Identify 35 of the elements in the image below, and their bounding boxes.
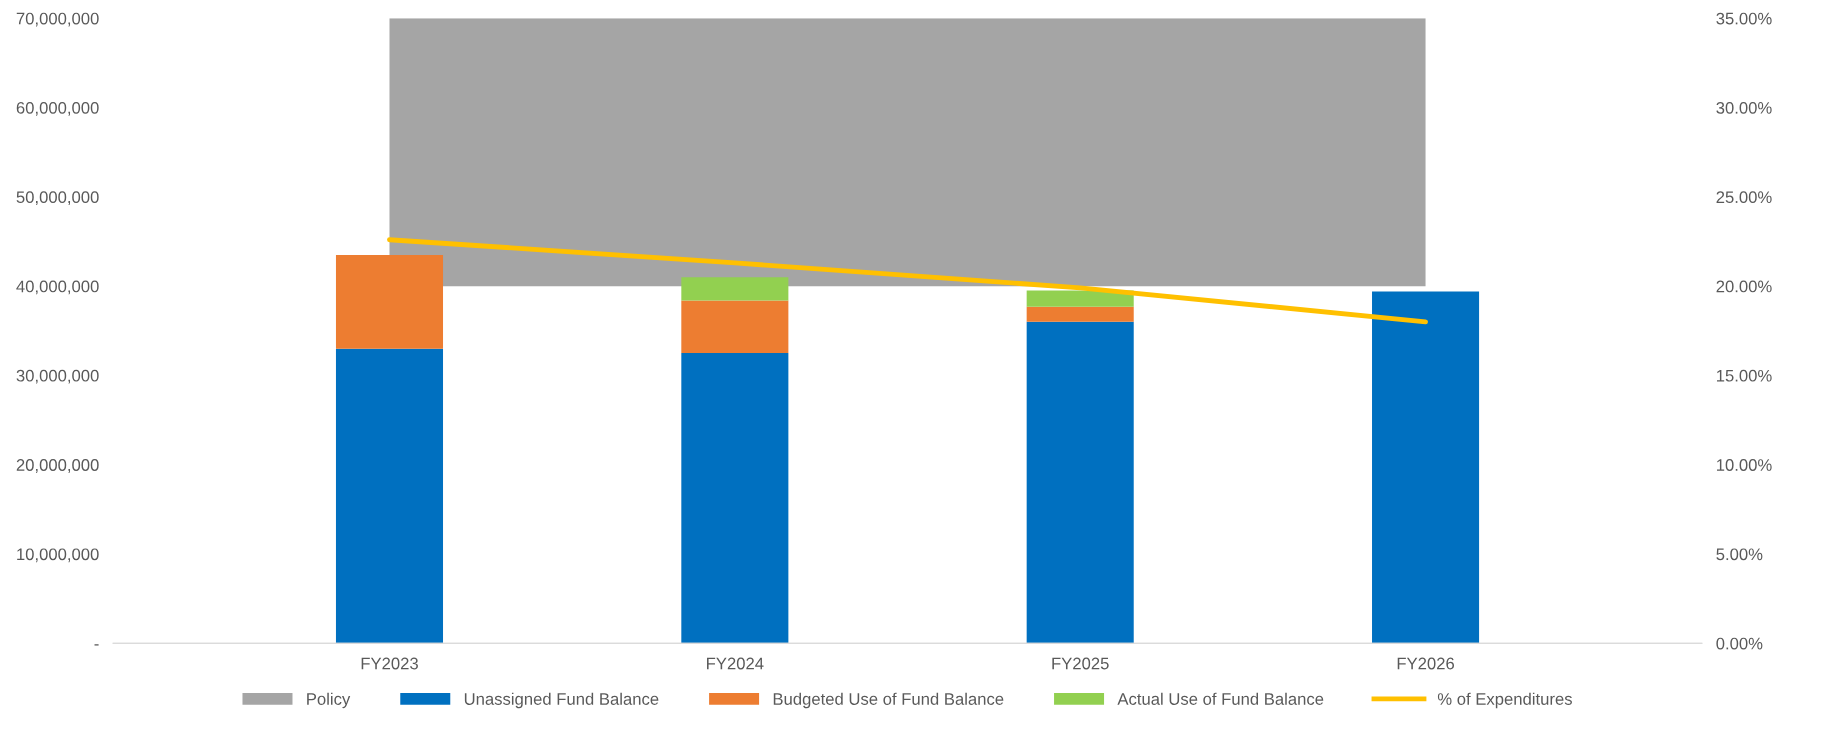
bar	[335, 348, 444, 644]
y2-tick-label: 10.00%	[1716, 459, 1772, 471]
y2-tick-label: 30.00%	[1716, 101, 1772, 114]
y2-tick-label: 15.00%	[1716, 369, 1772, 382]
y-tick-label: -	[94, 644, 99, 646]
bar	[1026, 321, 1134, 644]
line-series	[387, 237, 1428, 325]
y2-tick-label: 5.00%	[1716, 548, 1763, 561]
y2-tick-label: 35.00%	[1716, 12, 1772, 25]
y-tick-label: 50,000,000	[16, 191, 99, 206]
legend-label: Actual Use of Fund Balance	[1117, 692, 1324, 705]
bar	[1026, 306, 1134, 322]
legend-label: Budgeted Use of Fund Balance	[773, 692, 1004, 709]
bar	[681, 277, 789, 301]
bar	[335, 254, 444, 349]
y-tick-label: 20,000,000	[16, 459, 99, 473]
legend-label: Unassigned Fund Balance	[464, 692, 659, 709]
y-tick-label: 40,000,000	[16, 280, 99, 295]
legend-label: % of Expenditures	[1437, 692, 1572, 709]
y-tick-label: 30,000,000	[16, 369, 99, 384]
y2-tick-label: 0.00%	[1716, 637, 1763, 650]
x-tick-label: FY2024	[707, 657, 764, 670]
y2-tick-label: 25.00%	[1716, 191, 1772, 204]
y2-tick-label: 20.00%	[1716, 280, 1772, 293]
x-tick-label: FY2026	[1397, 657, 1455, 670]
bar	[1026, 290, 1134, 307]
y-tick-label: 60,000,000	[16, 101, 99, 116]
x-tick-label: FY2023	[361, 657, 418, 670]
bar	[1372, 291, 1480, 644]
legend-label: Policy	[307, 692, 351, 709]
bar	[681, 353, 789, 644]
y-tick-label: 70,000,000	[16, 12, 99, 27]
y-tick-label: 10,000,000	[17, 548, 99, 563]
x-tick-label: FY2025	[1052, 657, 1109, 670]
bar	[681, 300, 789, 354]
